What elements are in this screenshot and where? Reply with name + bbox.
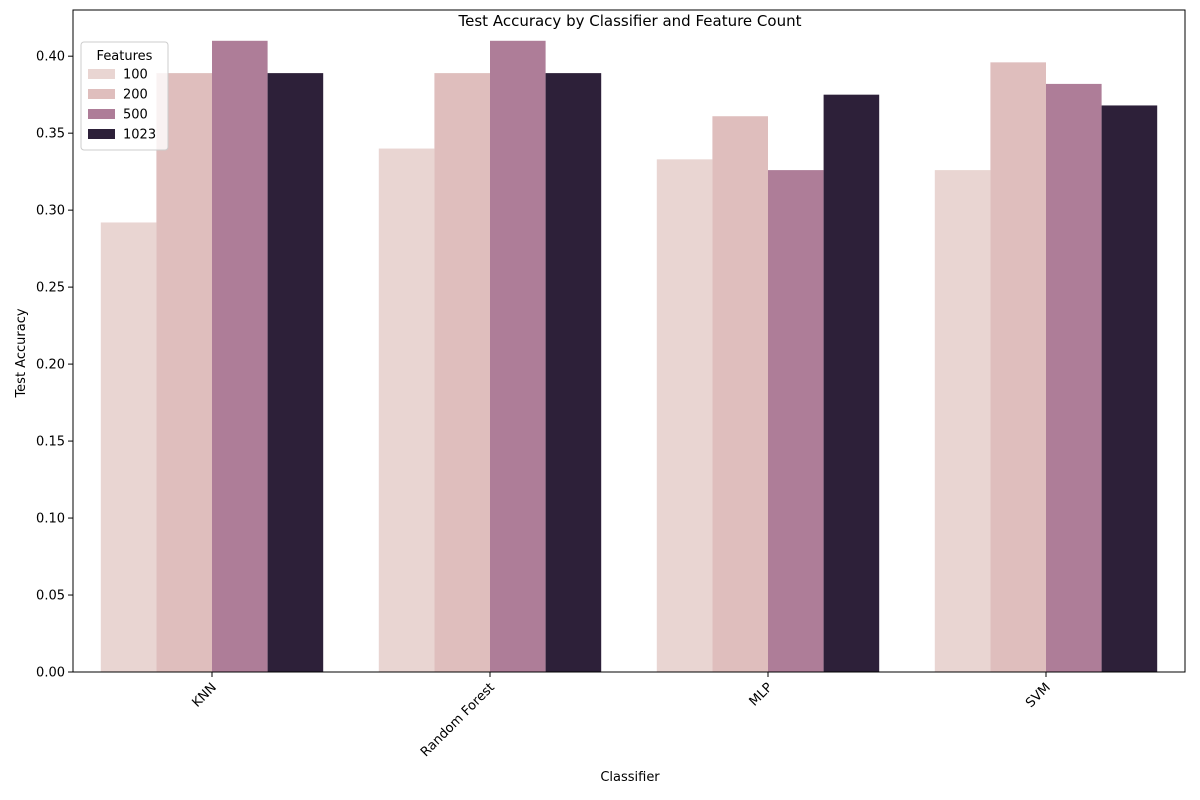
legend-label-500: 500 — [123, 108, 148, 123]
bar-svm-1023 — [1101, 105, 1158, 672]
bar-random-forest-500 — [490, 40, 546, 673]
legend-label-100: 100 — [123, 68, 148, 83]
legend-label-1023: 1023 — [123, 128, 156, 143]
legend-title: Features — [97, 49, 153, 64]
bar-random-forest-200 — [434, 73, 490, 673]
y-axis-label: Test Accuracy — [14, 308, 29, 398]
bar-random-forest-100 — [378, 148, 435, 672]
bar-mlp-500 — [768, 170, 824, 673]
y-tick-label: 0.20 — [36, 358, 65, 373]
x-axis-label: Classifier — [600, 770, 660, 785]
y-axis: 0.00 0.05 0.10 0.15 0.20 0.25 0.30 0.35 0.40 — [36, 50, 73, 681]
legend-label-200: 200 — [123, 88, 148, 103]
bar-svm-500 — [1046, 83, 1102, 672]
bar-knn-100 — [100, 222, 157, 672]
bar-knn-200 — [156, 73, 212, 673]
bar-mlp-100 — [656, 159, 713, 672]
y-tick-label: 0.15 — [36, 435, 65, 450]
y-tick-label: 0.40 — [36, 50, 65, 65]
y-tick-label: 0.30 — [36, 204, 65, 219]
x-axis: KNN Random Forest MLP SVM — [189, 672, 1054, 760]
bars-group — [100, 40, 1158, 673]
bar-knn-1023 — [267, 73, 324, 673]
x-tick-label: SVM — [1023, 680, 1054, 711]
bar-svm-200 — [990, 62, 1046, 672]
legend-swatch-1023 — [88, 129, 115, 139]
x-tick-label: Random Forest — [418, 680, 498, 760]
y-tick-label: 0.35 — [36, 127, 65, 142]
y-tick-label: 0.00 — [36, 666, 65, 681]
y-tick-label: 0.10 — [36, 512, 65, 527]
legend-swatch-100 — [88, 69, 115, 79]
legend-swatch-500 — [88, 109, 115, 119]
x-tick-label: MLP — [747, 680, 776, 709]
y-tick-label: 0.05 — [36, 589, 65, 604]
bar-mlp-200 — [712, 116, 768, 673]
x-tick-label: KNN — [189, 680, 219, 710]
legend: Features 100 200 500 1023 — [80, 41, 169, 151]
y-tick-label: 0.25 — [36, 281, 65, 296]
bar-knn-500 — [212, 40, 268, 673]
chart-title: Test Accuracy by Classifier and Feature … — [458, 12, 802, 30]
plot-frame — [72, 9, 1186, 673]
legend-swatch-200 — [88, 89, 115, 99]
bar-mlp-1023 — [823, 94, 880, 673]
bar-svm-100 — [934, 170, 991, 673]
bar-random-forest-1023 — [545, 73, 602, 673]
